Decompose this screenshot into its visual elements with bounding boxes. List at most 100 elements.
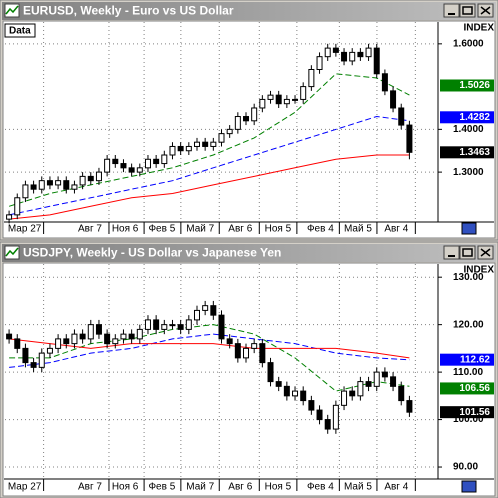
x-tick-label: Авг 4	[384, 224, 408, 235]
scale-button[interactable]	[461, 480, 477, 493]
candle-body	[275, 381, 282, 387]
candle-body	[234, 116, 241, 130]
candle-body	[332, 404, 339, 430]
candle-body	[406, 124, 413, 153]
moving-average	[8, 73, 410, 207]
y-tick-label: 90.00	[453, 462, 478, 473]
candle-body	[87, 175, 94, 182]
candle-body	[234, 343, 241, 359]
candle-body	[55, 180, 62, 186]
candle-body	[251, 107, 258, 122]
minimize-button[interactable]	[443, 3, 460, 18]
data-label: Data	[9, 26, 31, 37]
window-title: USDJPY, Weekly - US Dollar vs Japanese Y…	[23, 246, 281, 260]
minimize-button[interactable]	[443, 245, 460, 260]
candle-body	[128, 167, 135, 173]
candle-body	[381, 73, 388, 92]
candle-body	[381, 371, 388, 378]
candle-body	[71, 184, 78, 190]
candle-body	[136, 328, 143, 340]
price-label-box	[440, 382, 494, 395]
moving-average	[9, 154, 410, 220]
y-tick-label: 130.00	[453, 272, 484, 283]
title-bar	[2, 244, 496, 262]
candle-body	[390, 90, 397, 109]
candle-body	[398, 107, 405, 126]
candle-body	[324, 419, 331, 430]
x-tick-label: Авг 4	[384, 482, 408, 493]
candle-body	[202, 305, 209, 311]
candle-body	[55, 338, 62, 349]
price-label: 106.56	[459, 383, 490, 394]
candle-body	[22, 184, 29, 199]
candle-body	[210, 141, 217, 147]
index-label: INDEX	[463, 23, 494, 34]
candle-body	[120, 163, 127, 169]
candle-body	[46, 180, 53, 186]
candle-body	[243, 116, 250, 122]
x-tick-label: Авг 7	[78, 224, 102, 235]
maximize-glyph	[462, 248, 473, 257]
candle-body	[316, 409, 323, 421]
y-tick-label: 1.4000	[453, 124, 484, 135]
candle-body	[243, 347, 250, 359]
candle-body	[128, 333, 135, 340]
candle-body	[104, 158, 111, 173]
window-icon-glyph	[5, 5, 19, 15]
candle-body	[6, 214, 13, 220]
x-tick-label: Фев 4	[307, 224, 334, 235]
candle-body	[14, 338, 21, 349]
x-tick-label: Ноя 6	[112, 224, 139, 235]
candle-body	[79, 333, 86, 340]
y-tick-label: 1.3000	[453, 167, 484, 178]
window-buttons[interactable]	[443, 3, 494, 18]
y-tick-label: 110.00	[453, 367, 483, 378]
chart-area	[2, 262, 496, 497]
candle-body	[153, 158, 160, 165]
candle-body	[193, 141, 200, 147]
window-buttons[interactable]	[443, 245, 494, 260]
candle-body	[267, 362, 274, 383]
scale-button[interactable]	[461, 222, 477, 235]
candle-body	[332, 47, 339, 53]
candle-body	[357, 51, 364, 58]
x-tick-label: Мар 27	[8, 224, 42, 235]
candle-body	[6, 333, 13, 340]
candle-body	[292, 390, 299, 397]
candle-body	[406, 400, 413, 413]
candle-body	[398, 385, 405, 402]
candle-body	[202, 141, 209, 147]
data-box	[4, 23, 36, 38]
close-glyph	[480, 6, 491, 15]
maximize-glyph	[462, 6, 473, 15]
candle-body	[324, 47, 331, 58]
candle-body	[71, 333, 78, 345]
x-tick-label: Фев 5	[148, 482, 175, 493]
candle-body	[185, 319, 192, 330]
candle-body	[283, 385, 290, 397]
index-label: INDEX	[463, 265, 494, 276]
candle-body	[112, 338, 119, 345]
candle-body	[95, 171, 102, 182]
x-tick-label: Фев 4	[307, 482, 334, 493]
candle-body	[177, 324, 184, 330]
price-label-box	[440, 111, 494, 124]
candle-body	[161, 154, 168, 165]
x-tick-label: Авг 6	[228, 224, 252, 235]
candle-body	[292, 98, 299, 101]
candle-body	[300, 390, 307, 402]
candle-body	[218, 314, 225, 340]
candle-body	[283, 98, 290, 105]
candle-body	[308, 68, 315, 88]
y-tick-label: 1.6000	[453, 38, 484, 49]
x-tick-label: Май 5	[344, 482, 372, 493]
candle-body	[357, 381, 364, 397]
price-label: 1.4282	[459, 112, 490, 123]
candle-body	[169, 145, 176, 156]
candle-body	[365, 381, 372, 387]
candle-body	[300, 86, 307, 100]
x-tick-label: Авг 7	[78, 482, 102, 493]
candle-body	[210, 305, 217, 316]
moving-average	[9, 338, 410, 359]
candle-body	[144, 158, 151, 169]
